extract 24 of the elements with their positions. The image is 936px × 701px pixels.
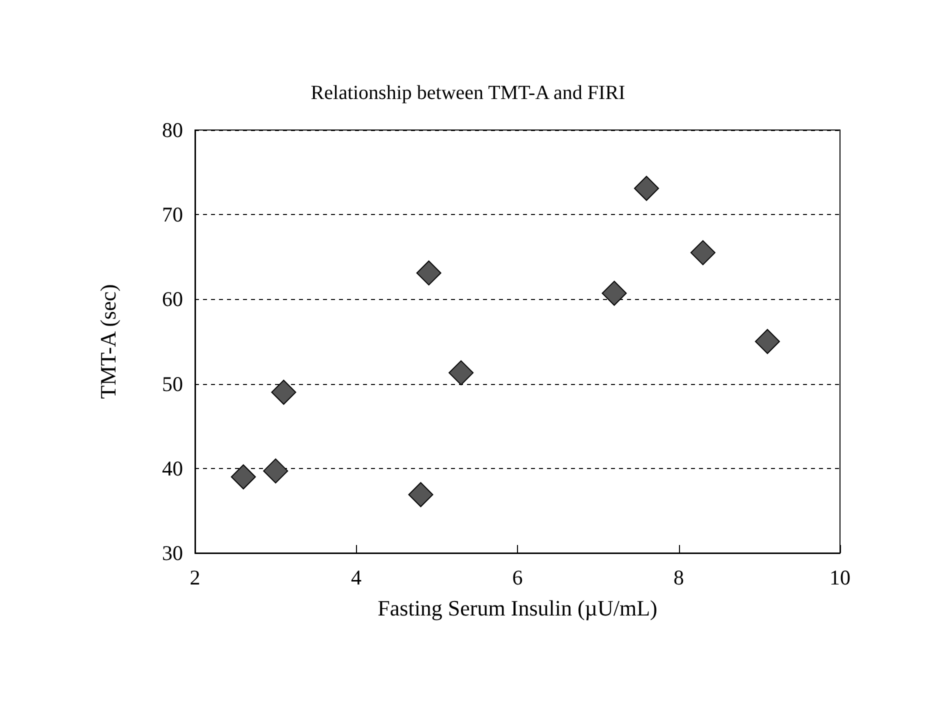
point xyxy=(634,176,659,201)
x-tick-label: 10 xyxy=(830,566,850,590)
point xyxy=(271,380,296,405)
point xyxy=(602,280,627,306)
y-tick-label: 30 xyxy=(162,541,183,565)
y-tick-label: 40 xyxy=(162,456,183,480)
chart-title: Relationship between TMT-A and FIRI xyxy=(310,82,626,104)
x-tick-label: 8 xyxy=(674,566,684,590)
y-tick-label: 50 xyxy=(162,372,183,396)
x-tick-label: 2 xyxy=(190,566,200,590)
y-tick-label: 60 xyxy=(162,287,183,312)
point xyxy=(754,329,780,354)
point xyxy=(690,240,716,266)
x-tick-label: 6 xyxy=(512,566,523,590)
y-axis-title: TMT-A (sec) xyxy=(96,284,120,399)
point xyxy=(408,482,434,508)
y-tick-label: 70 xyxy=(162,202,183,227)
x-tick-label: 4 xyxy=(351,566,362,590)
y-tick-label: 80 xyxy=(162,118,183,142)
point xyxy=(230,464,256,490)
x-axis-title: Fasting Serum Insulin (µU/mL) xyxy=(378,596,658,620)
point xyxy=(263,458,288,484)
point xyxy=(416,260,442,286)
point xyxy=(448,360,474,386)
